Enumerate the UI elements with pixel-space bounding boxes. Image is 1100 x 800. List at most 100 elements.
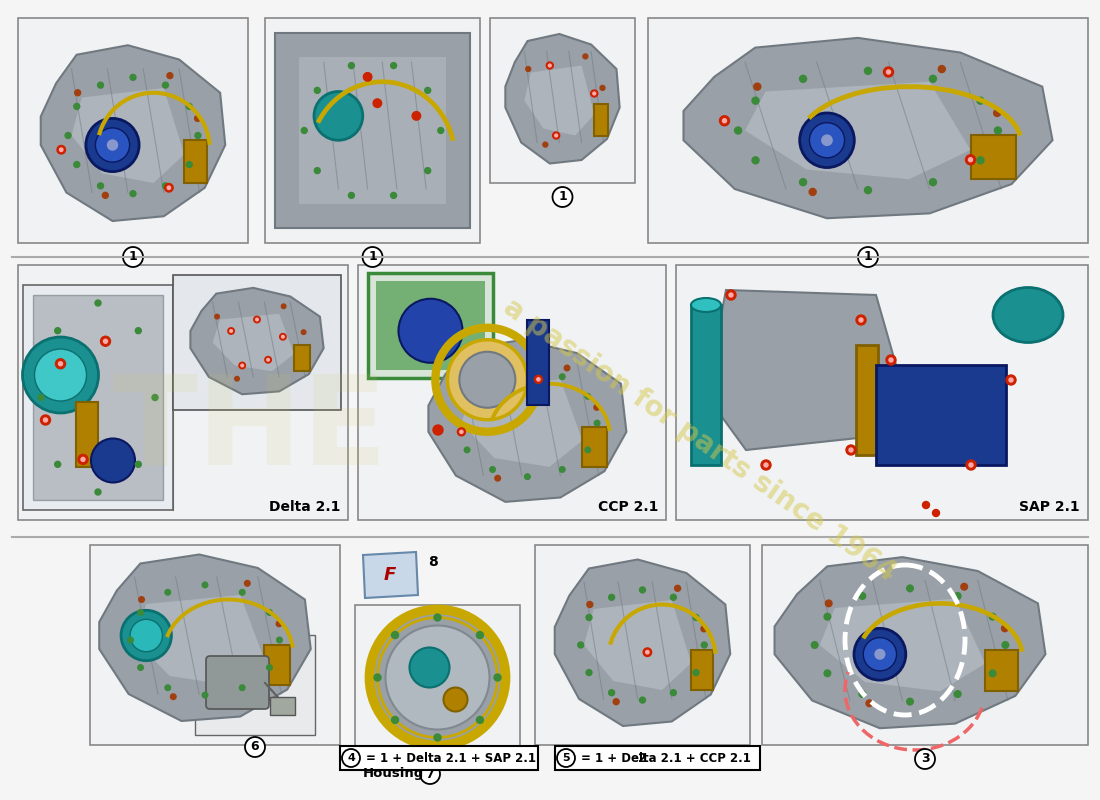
- Circle shape: [438, 127, 443, 134]
- Circle shape: [547, 62, 553, 69]
- Circle shape: [889, 358, 893, 362]
- Circle shape: [761, 460, 771, 470]
- Text: CCP 2.1: CCP 2.1: [597, 500, 658, 514]
- Text: 2: 2: [638, 753, 647, 766]
- Circle shape: [591, 90, 597, 97]
- Circle shape: [55, 328, 60, 334]
- Polygon shape: [212, 314, 294, 371]
- Circle shape: [98, 82, 103, 88]
- Circle shape: [587, 602, 593, 607]
- Circle shape: [65, 133, 72, 138]
- Bar: [270, 697, 295, 715]
- Circle shape: [425, 87, 431, 94]
- Circle shape: [433, 425, 443, 435]
- Circle shape: [392, 631, 398, 638]
- Bar: [33, 295, 163, 500]
- Text: 5: 5: [562, 753, 570, 763]
- Circle shape: [167, 73, 173, 78]
- Bar: [299, 58, 446, 204]
- Polygon shape: [363, 552, 418, 598]
- Circle shape: [930, 75, 936, 82]
- Circle shape: [887, 70, 891, 74]
- Circle shape: [342, 749, 360, 767]
- Circle shape: [230, 330, 232, 332]
- Bar: [582, 427, 606, 467]
- Circle shape: [165, 590, 170, 595]
- Circle shape: [601, 86, 605, 90]
- Circle shape: [1002, 642, 1009, 648]
- Circle shape: [915, 749, 935, 769]
- Circle shape: [135, 328, 141, 334]
- Circle shape: [74, 103, 79, 110]
- Circle shape: [100, 336, 110, 346]
- Circle shape: [549, 64, 551, 67]
- Circle shape: [646, 650, 649, 654]
- Text: SAP 2.1: SAP 2.1: [1020, 500, 1080, 514]
- Circle shape: [859, 318, 864, 322]
- Circle shape: [670, 690, 676, 696]
- Circle shape: [543, 142, 548, 147]
- Circle shape: [34, 349, 87, 401]
- Circle shape: [39, 394, 44, 401]
- Circle shape: [933, 510, 939, 517]
- Circle shape: [693, 614, 698, 621]
- Text: 1: 1: [129, 250, 138, 263]
- Circle shape: [425, 168, 431, 174]
- Circle shape: [349, 62, 354, 69]
- Circle shape: [455, 420, 461, 426]
- Circle shape: [240, 590, 245, 595]
- Polygon shape: [820, 598, 986, 691]
- Text: 4: 4: [348, 753, 355, 763]
- Circle shape: [554, 134, 558, 137]
- Circle shape: [55, 358, 66, 369]
- Circle shape: [202, 582, 208, 588]
- Circle shape: [86, 118, 139, 172]
- Circle shape: [434, 734, 441, 741]
- Circle shape: [266, 665, 273, 670]
- Text: F: F: [384, 566, 396, 584]
- Circle shape: [458, 428, 465, 436]
- Circle shape: [476, 717, 483, 723]
- Circle shape: [594, 420, 600, 426]
- Circle shape: [130, 74, 136, 80]
- Circle shape: [729, 293, 733, 297]
- Circle shape: [443, 687, 468, 711]
- Circle shape: [234, 377, 240, 381]
- Circle shape: [392, 717, 398, 723]
- Polygon shape: [774, 557, 1045, 728]
- Circle shape: [315, 87, 320, 94]
- Circle shape: [969, 463, 974, 467]
- Circle shape: [398, 298, 462, 362]
- Bar: [340, 746, 538, 770]
- Polygon shape: [525, 66, 594, 135]
- Circle shape: [98, 183, 103, 189]
- Circle shape: [719, 116, 729, 126]
- Circle shape: [266, 610, 273, 615]
- Circle shape: [494, 674, 501, 681]
- Bar: [594, 104, 608, 135]
- Polygon shape: [190, 288, 323, 394]
- Circle shape: [810, 122, 845, 158]
- Circle shape: [301, 127, 307, 134]
- Bar: [876, 365, 1006, 465]
- Bar: [265, 18, 480, 243]
- Circle shape: [370, 610, 506, 746]
- Circle shape: [123, 247, 143, 267]
- Circle shape: [593, 92, 596, 95]
- Circle shape: [859, 593, 866, 599]
- Circle shape: [121, 610, 172, 661]
- Circle shape: [476, 631, 483, 638]
- Circle shape: [152, 394, 158, 401]
- Circle shape: [644, 648, 651, 657]
- Bar: [970, 135, 1015, 179]
- Circle shape: [754, 83, 761, 90]
- Bar: [355, 605, 520, 760]
- Circle shape: [537, 378, 540, 381]
- Circle shape: [859, 690, 866, 698]
- Circle shape: [1001, 625, 1008, 632]
- Bar: [535, 545, 750, 745]
- Bar: [275, 33, 470, 228]
- Circle shape: [670, 594, 676, 600]
- Circle shape: [856, 315, 866, 325]
- Circle shape: [490, 466, 495, 472]
